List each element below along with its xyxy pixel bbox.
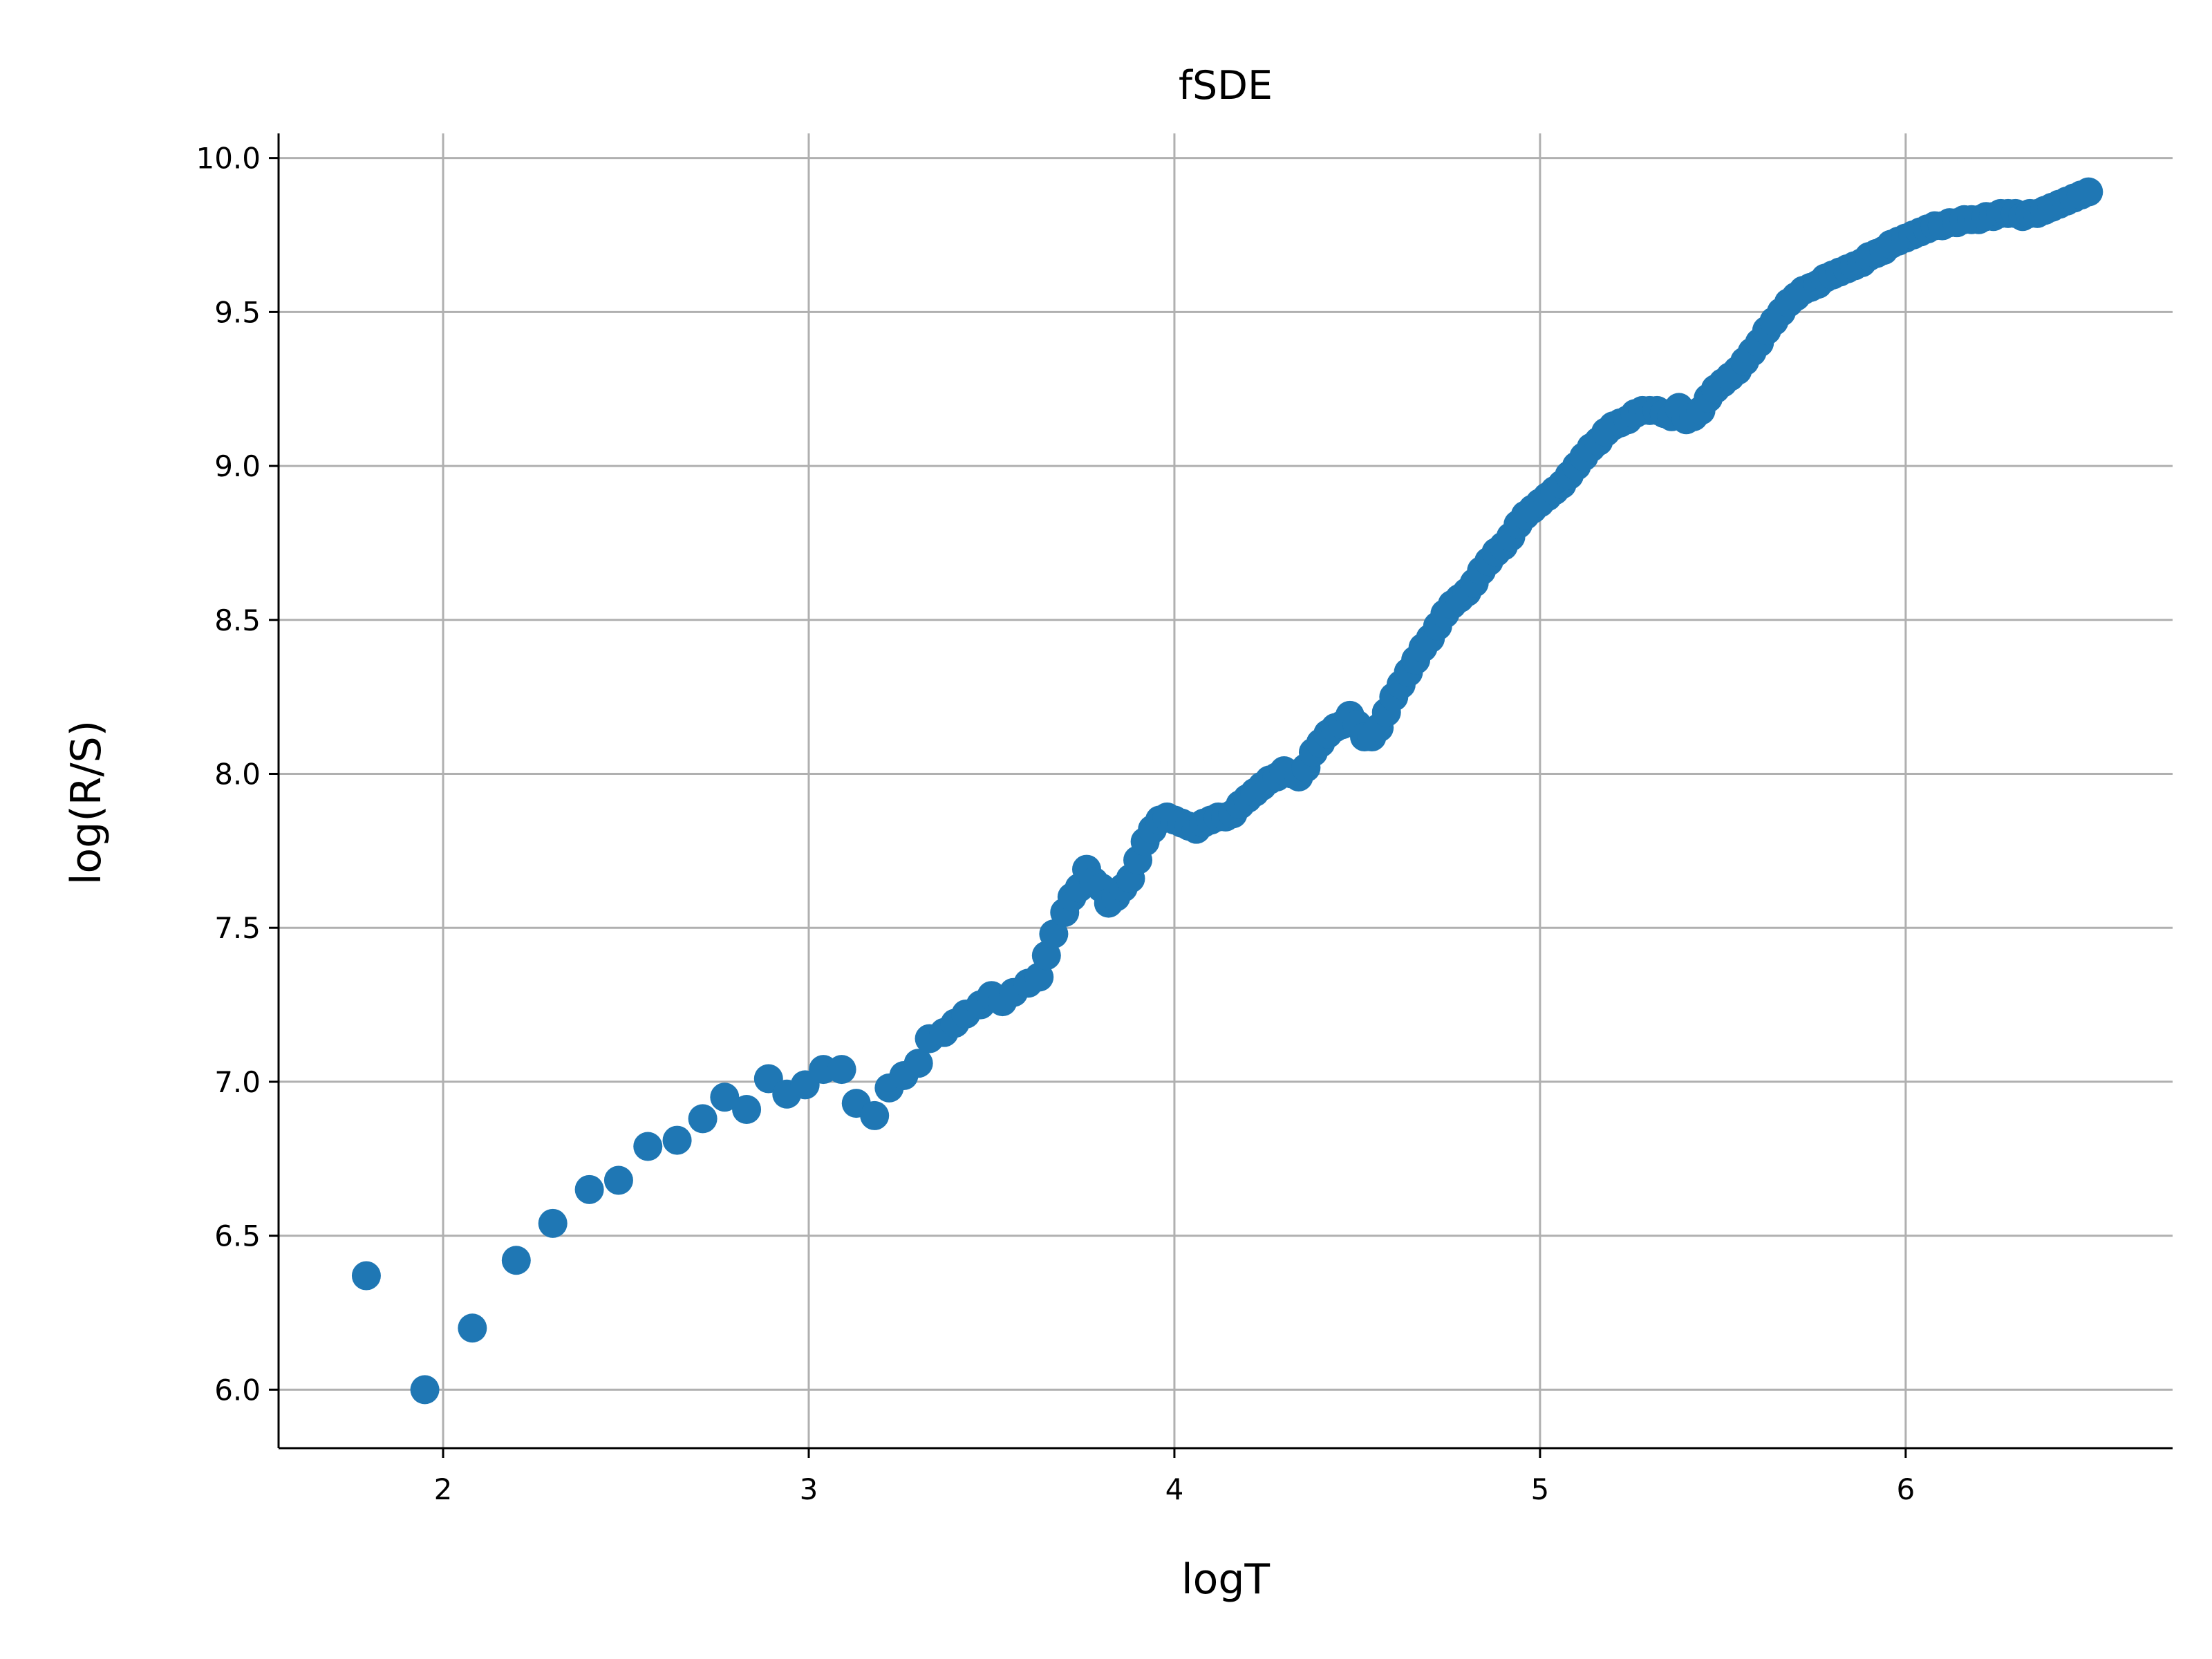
y-tick-label: 9.5	[214, 295, 261, 329]
data-point	[410, 1375, 440, 1405]
data-point	[574, 1174, 604, 1204]
data-point	[501, 1246, 531, 1275]
y-tick-label: 8.0	[214, 758, 261, 791]
y-tick-label: 10.0	[196, 142, 261, 176]
data-point	[538, 1208, 568, 1238]
x-tick-label: 5	[1531, 1472, 1550, 1506]
data-point	[688, 1104, 718, 1134]
x-tick-label: 3	[800, 1472, 818, 1506]
y-tick-label: 7.0	[214, 1065, 261, 1099]
y-tick-label: 6.0	[214, 1373, 261, 1407]
data-point	[458, 1313, 487, 1343]
data-points	[351, 177, 2103, 1405]
y-tick-label: 6.5	[214, 1219, 261, 1253]
x-tick-label: 4	[1165, 1472, 1184, 1506]
data-point	[710, 1082, 740, 1112]
ticks: 2 3 4 5 6 6.0 6.5 7.0 7.5 8.0 8.5 9.0 9.5 10.0	[196, 142, 1915, 1506]
y-axis-title: log(R/S)	[62, 720, 111, 885]
y-tick-label: 9.0	[214, 449, 261, 483]
x-tick-label: 2	[434, 1472, 453, 1506]
data-point	[1039, 919, 1069, 949]
x-axis-title: logT	[1181, 1555, 1270, 1604]
y-tick-label: 8.5	[214, 603, 261, 637]
grid-lines	[279, 133, 2173, 1448]
axes	[277, 133, 2173, 1450]
data-point	[633, 1132, 663, 1161]
data-point	[603, 1165, 633, 1195]
data-point	[662, 1125, 692, 1155]
data-point	[732, 1095, 762, 1125]
data-point	[903, 1049, 933, 1078]
y-tick-label: 7.5	[214, 911, 261, 945]
x-tick-label: 6	[1896, 1472, 1915, 1506]
data-point	[827, 1055, 856, 1085]
data-point	[2074, 177, 2103, 207]
chart-title: fSDE	[1179, 63, 1273, 109]
data-point	[860, 1100, 890, 1130]
data-point	[351, 1261, 381, 1291]
